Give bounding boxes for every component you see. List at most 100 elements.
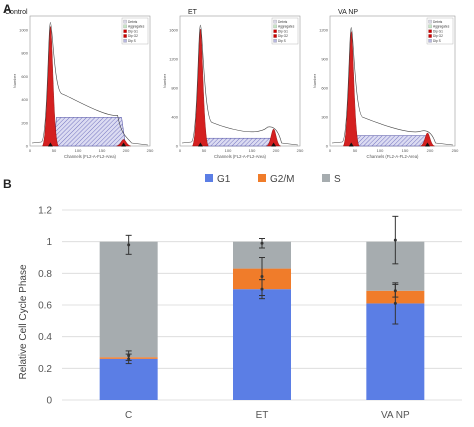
histogram-x-tick: 50 — [202, 148, 207, 153]
y-tick-label: 0.6 — [38, 301, 52, 312]
peak-marker — [348, 142, 354, 147]
histogram-legend-swatch — [273, 34, 277, 38]
histogram-x-tick: 150 — [249, 148, 256, 153]
histogram-legend-label: Aggregates — [128, 25, 145, 29]
histogram-x-tick: 150 — [99, 148, 106, 153]
histogram-legend-label: Dip G1 — [278, 29, 288, 33]
histogram-legend-swatch — [428, 34, 432, 38]
histogram-outline — [331, 27, 454, 146]
error-bar-mean — [260, 241, 264, 245]
histogram-y-label: Number — [162, 73, 167, 88]
histogram-legend-swatch — [123, 34, 127, 38]
histogram-y-tick: 800 — [21, 51, 28, 56]
y-tick-label: 1 — [46, 237, 52, 248]
histogram-x-tick: 100 — [377, 148, 384, 153]
histogram-x-label: Channels (FL2-A-FL2-Area) — [64, 154, 117, 159]
histogram-s-phase — [204, 137, 277, 147]
histogram-legend-swatch — [273, 24, 277, 29]
histogram-s-phase — [354, 135, 430, 147]
histogram-y-tick: 900 — [321, 57, 328, 62]
histogram-x-tick: 250 — [297, 148, 304, 153]
histogram-legend-swatch — [273, 19, 277, 24]
histogram-legend-swatch — [428, 24, 432, 29]
histogram-panel-1: ET Number 0 400 800 1200 1600 0 50 100 150 200 250 Ch… — [162, 9, 304, 159]
histogram-y-tick: 1600 — [169, 28, 179, 33]
histogram-legend-swatch — [428, 19, 432, 24]
histogram-x-tick: 50 — [52, 148, 57, 153]
histogram-y-tick: 400 — [21, 97, 28, 102]
bar-chart-legend: G1 G2/M S — [205, 174, 341, 185]
histogram-legend-label: Debris — [128, 20, 138, 24]
error-bar-mean — [393, 238, 397, 242]
histogram-legend-swatch — [273, 39, 277, 43]
histogram-y-tick: 400 — [171, 115, 178, 120]
histogram-x-tick: 0 — [29, 148, 32, 153]
histogram-legend-swatch — [273, 29, 277, 33]
histogram-legend-label: Dip G2 — [128, 34, 138, 38]
error-bar — [392, 283, 399, 298]
histogram-x-tick: 200 — [123, 148, 130, 153]
histogram-legend-label: Aggregates — [433, 25, 450, 29]
histogram-y-tick: 600 — [21, 74, 28, 79]
histogram-x-tick: 200 — [273, 148, 280, 153]
panel-b-letter: B — [3, 177, 12, 191]
histogram-x-tick: 50 — [353, 148, 358, 153]
y-tick-label: 0.4 — [38, 332, 52, 343]
histogram-legend-swatch — [428, 39, 432, 43]
peak-marker — [425, 142, 430, 147]
histogram-legend-label: Dip G2 — [433, 34, 443, 38]
error-bar — [259, 238, 265, 249]
histogram-title: ET — [188, 9, 198, 16]
legend-swatch-g1 — [205, 174, 213, 182]
histogram-legend-label: Dip G1 — [433, 29, 443, 33]
histogram-legend-label: Aggregates — [278, 25, 295, 29]
histogram-g2-peak — [420, 132, 435, 147]
histogram-x-tick: 150 — [402, 148, 409, 153]
stacked-bar-chart: 0 0.2 0.4 0.6 0.8 1 1.2 C ET VA NP Relative Cell… — [18, 206, 462, 421]
legend-swatch-s — [322, 174, 330, 182]
histogram-y-tick: 0 — [326, 144, 329, 149]
histogram-legend-swatch — [123, 29, 127, 33]
histogram-x-label: Channels (FL2-A-FL2-Area) — [214, 154, 267, 159]
error-bar — [125, 234, 132, 255]
y-axis-label: Relative Cell Cycle Phase — [18, 264, 29, 379]
peak-marker — [271, 142, 277, 147]
y-tick-label: 1.2 — [38, 206, 52, 217]
error-bar-mean — [393, 289, 397, 293]
histogram-y-tick: 0 — [176, 144, 179, 149]
y-tick-labels: 0 0.2 0.4 0.6 0.8 1 1.2 — [38, 206, 52, 407]
histogram-y-tick: 1200 — [319, 28, 329, 33]
histogram-x-tick: 250 — [147, 148, 154, 153]
histogram-x-tick: 200 — [427, 148, 434, 153]
error-bars — [125, 215, 399, 365]
histogram-y-tick: 800 — [171, 86, 178, 91]
legend-swatch-g2-m — [258, 174, 266, 182]
histogram-legend-swatch — [123, 39, 127, 43]
histogram-y-tick: 200 — [21, 120, 28, 125]
error-bar — [259, 257, 265, 296]
histogram-legend-label: Dip S — [433, 39, 441, 43]
legend-label: S — [334, 174, 341, 185]
histogram-panel-2: VA NP Number 0 300 600 900 1200 0 50 100 150 200 250… — [312, 9, 459, 159]
histogram-y-tick: 600 — [321, 86, 328, 91]
histogram-x-tick: 0 — [179, 148, 182, 153]
histogram-g1-peak — [342, 31, 360, 147]
x-tick-labels: C ET VA NP — [125, 410, 410, 421]
bar-s-0 — [99, 241, 158, 358]
histogram-legend-swatch — [123, 19, 127, 24]
histogram-x-label: Channels (FL2-A-FL2-Area) — [367, 154, 420, 159]
peak-marker — [197, 142, 203, 147]
histogram-y-tick: 0 — [26, 144, 29, 149]
histogram-y-label: Number — [312, 73, 317, 88]
histogram-y-tick: 1000 — [19, 28, 29, 33]
histogram-legend-swatch — [428, 29, 432, 33]
histogram-legend-label: Debris — [433, 20, 443, 24]
histogram-title: VA NP — [338, 9, 358, 16]
histogram-g1-peak — [41, 26, 59, 147]
panel-a-letter: A — [3, 2, 12, 16]
y-tick-label: 0.2 — [38, 364, 52, 375]
histogram-x-tick: 100 — [225, 148, 232, 153]
histogram-legend-label: Dip G2 — [278, 34, 288, 38]
histogram-panel-0: Control Number 0 200 400 600 800 1000 0 50 100 150 2… — [5, 9, 154, 159]
